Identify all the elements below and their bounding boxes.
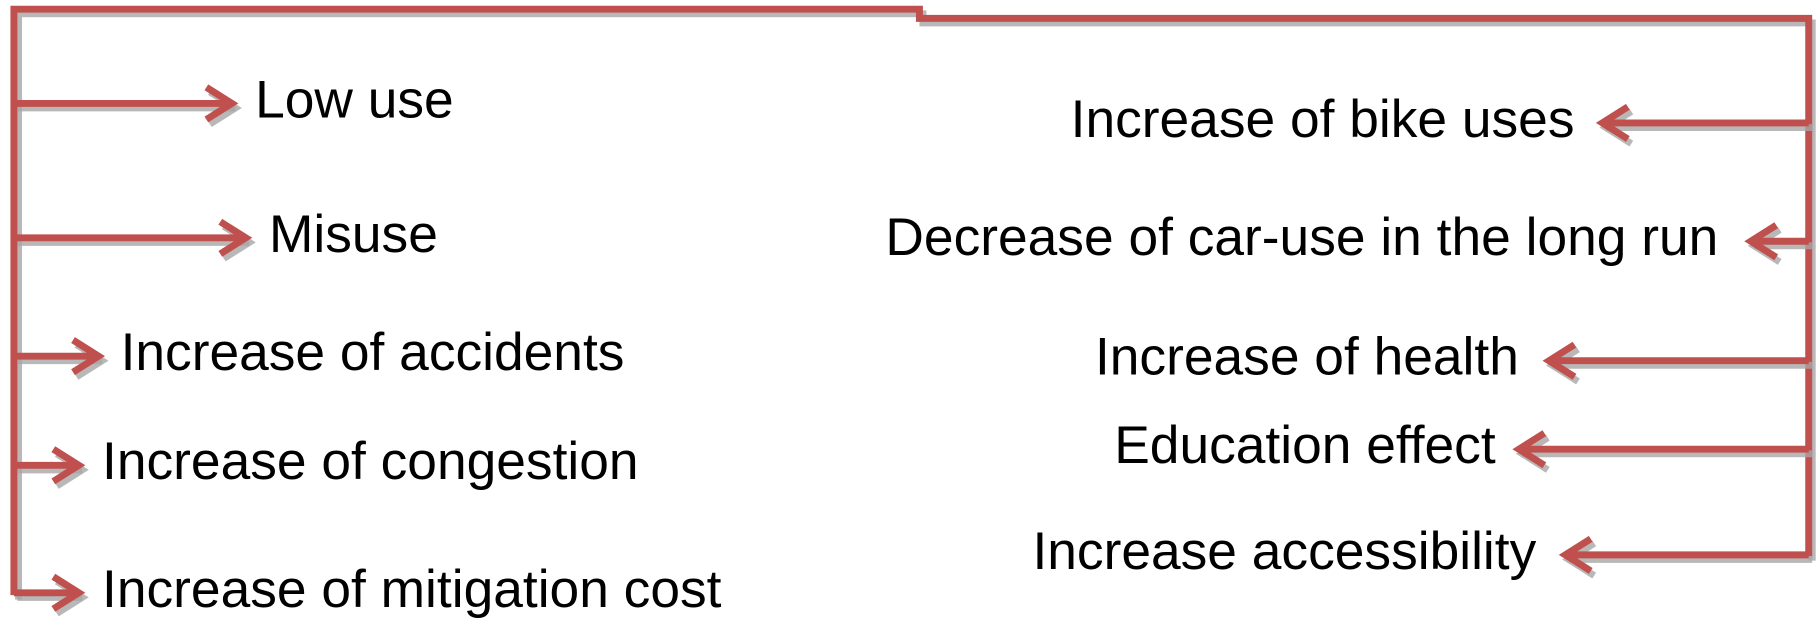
- arrow-head: [71, 337, 106, 376]
- left-item: Increase of mitigation cost: [102, 560, 722, 619]
- right-item: Decrease of car-use in the long run: [885, 208, 1718, 267]
- arrow-head: [1512, 430, 1547, 469]
- right-item: Increase accessibility: [1032, 522, 1536, 581]
- right-item: Education effect: [1114, 416, 1496, 475]
- arrow-head: [1558, 535, 1593, 574]
- arrow-head: [51, 573, 86, 612]
- left-item: Increase of congestion: [102, 432, 639, 491]
- arrow-head: [1595, 103, 1630, 142]
- arrow-head: [218, 218, 253, 257]
- left-item: Low use: [255, 71, 454, 130]
- arrow-head: [1744, 222, 1779, 261]
- left-item: Misuse: [269, 205, 438, 264]
- left-item: Increase of accidents: [121, 323, 625, 382]
- arrow-head: [204, 84, 239, 123]
- arrow-head: [1542, 341, 1577, 380]
- right-item: Increase of bike uses: [1071, 90, 1575, 149]
- right-item: Increase of health: [1095, 328, 1519, 387]
- arrow-head: [51, 446, 86, 485]
